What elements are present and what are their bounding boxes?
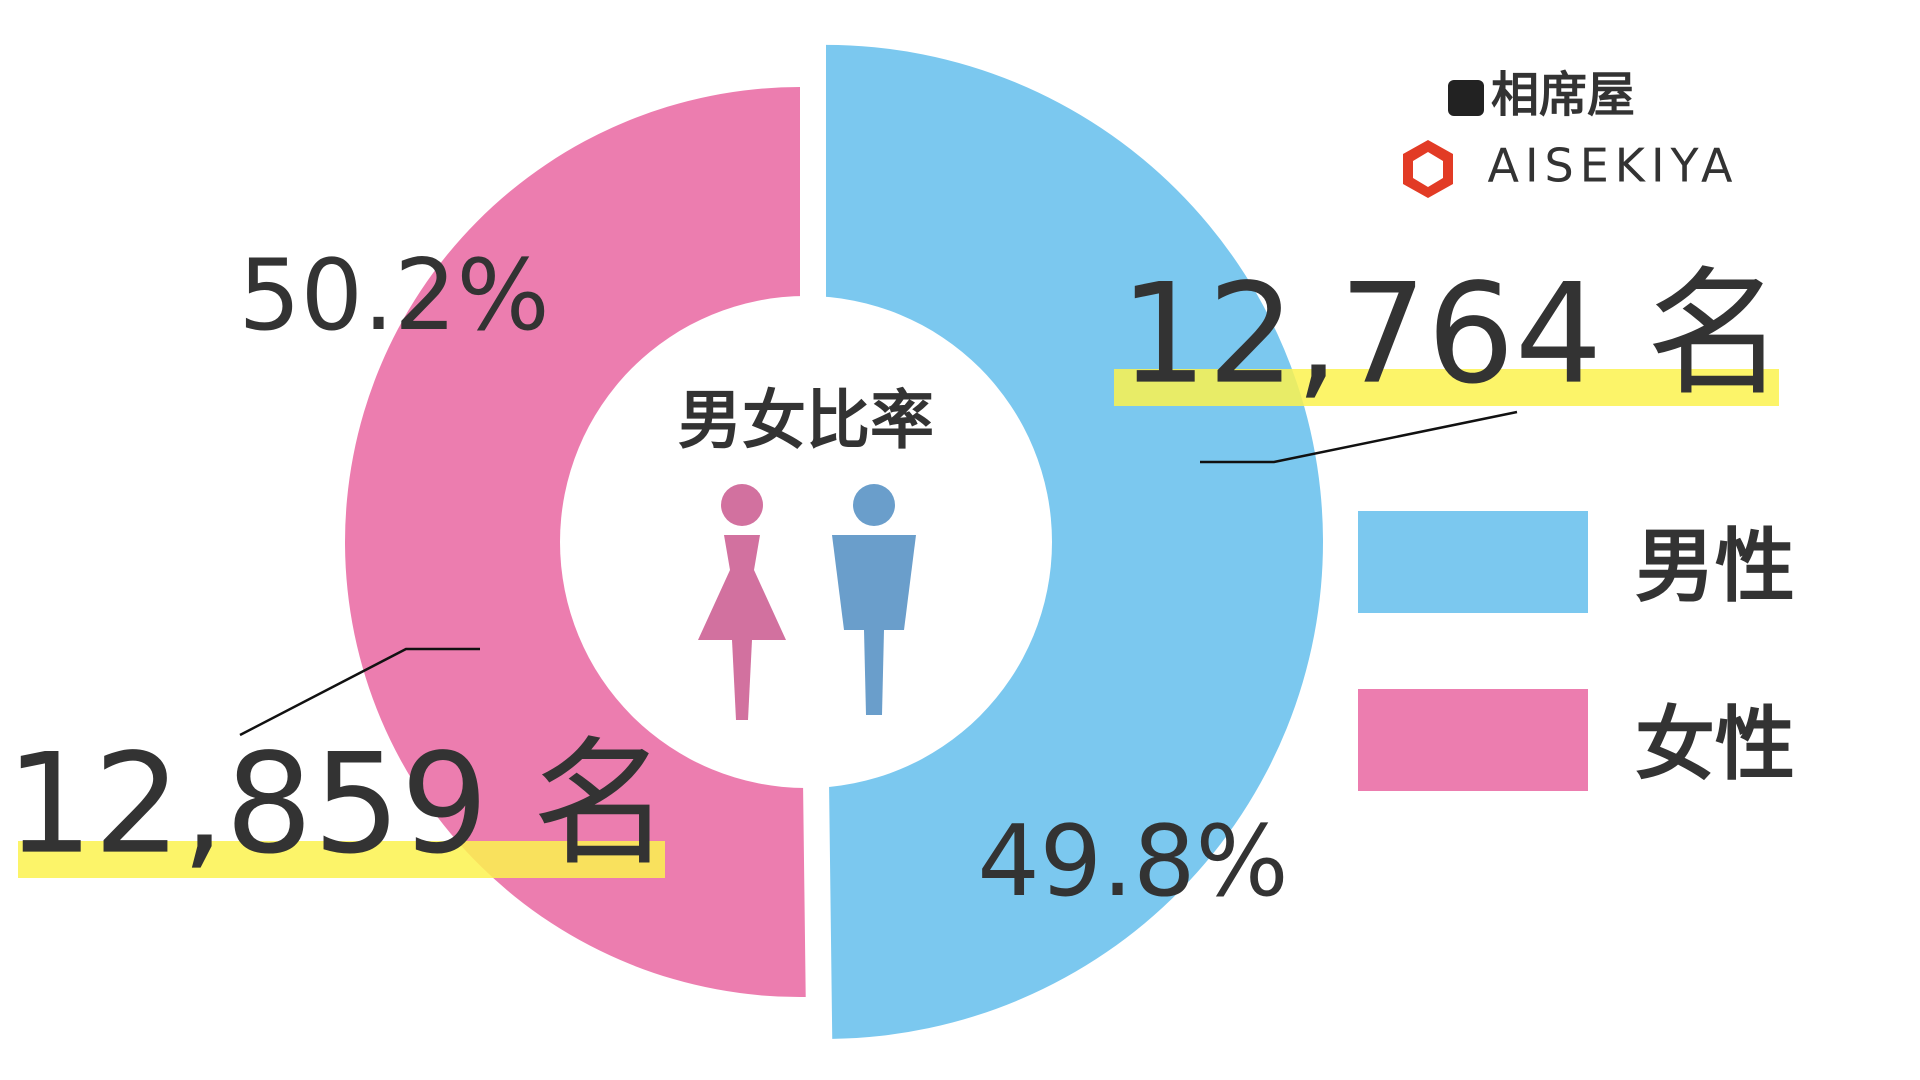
legend-swatch xyxy=(1358,511,1588,613)
brand-name-en: AISEKIYA xyxy=(1487,139,1738,193)
legend-label: 女性 xyxy=(1635,698,1795,791)
highlight xyxy=(1114,369,1779,406)
chart-title: 男女比率 xyxy=(678,385,934,459)
highlight xyxy=(18,841,665,878)
value-label: 50.2% xyxy=(238,239,549,353)
donut-hole xyxy=(560,296,1052,788)
male-icon xyxy=(832,484,916,715)
brand-logo: 相席屋 AISEKIYA xyxy=(1403,67,1738,198)
legend-swatch xyxy=(1358,689,1588,791)
count-label: 12,859 名 xyxy=(6,724,671,885)
female-icon xyxy=(698,484,786,720)
leader-line xyxy=(239,647,480,737)
slice xyxy=(825,44,1323,1039)
legend-label: 男性 xyxy=(1635,520,1795,613)
leader-line xyxy=(1200,410,1518,464)
count-label: 12,764 名 xyxy=(1120,254,1785,415)
value-label: 49.8% xyxy=(977,805,1288,919)
brand-name-ja: 相席屋 xyxy=(1491,67,1635,123)
